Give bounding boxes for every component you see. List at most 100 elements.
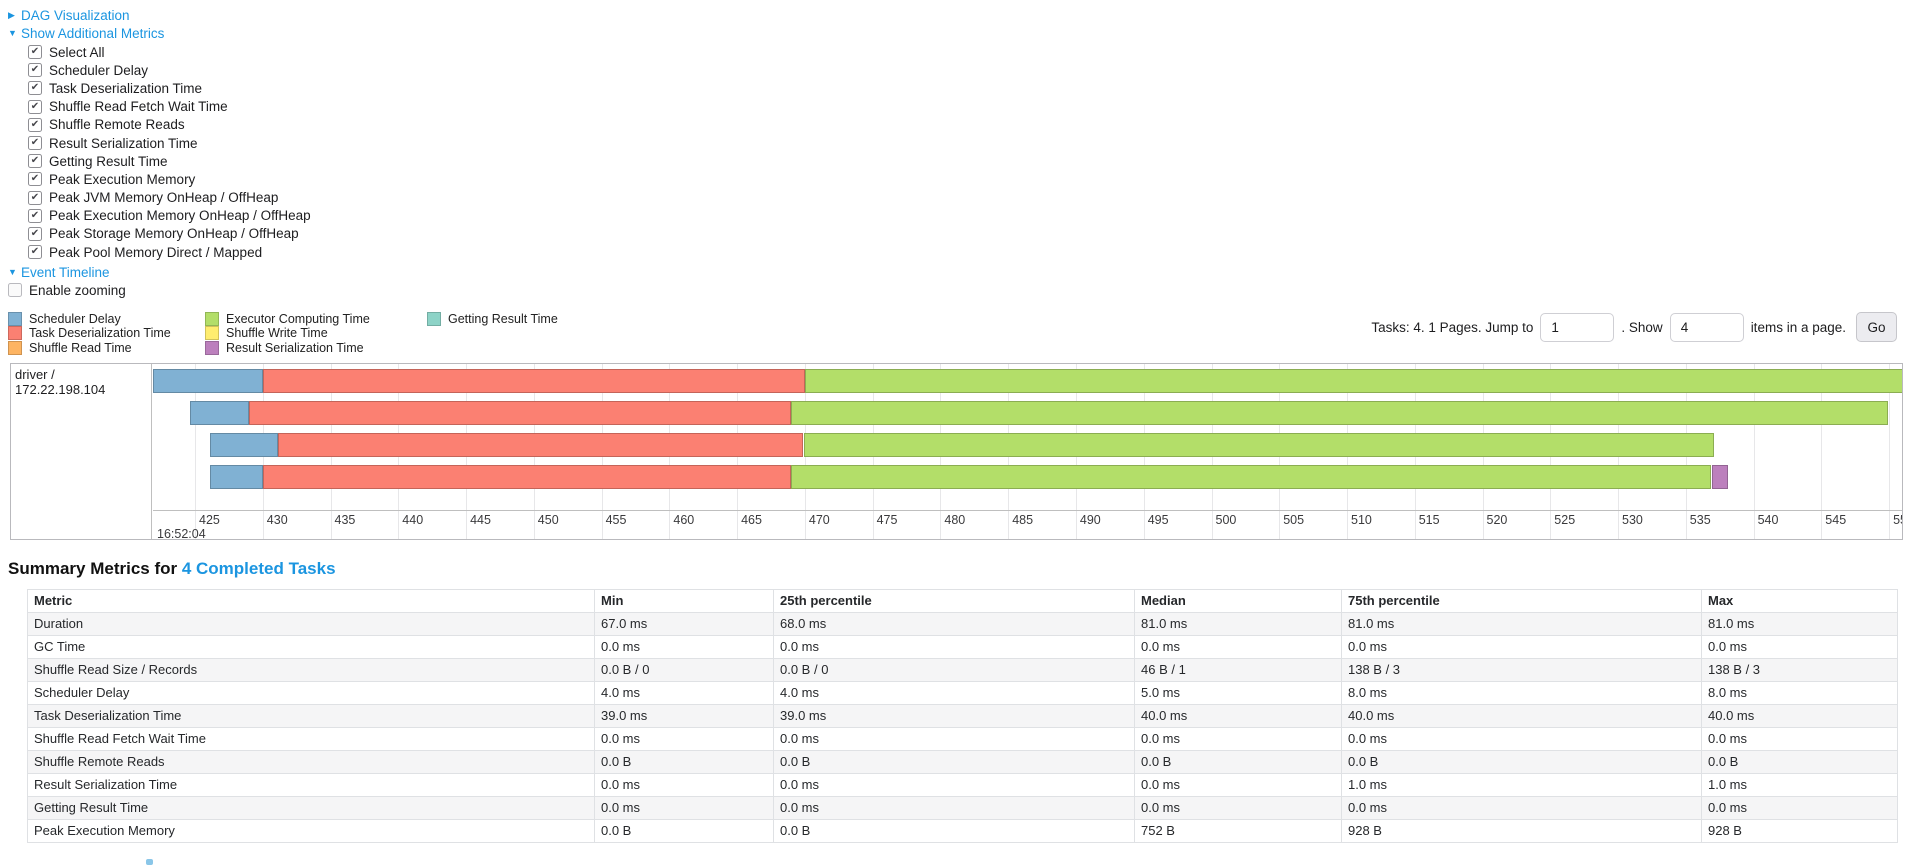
metric-checkbox[interactable] bbox=[28, 190, 42, 205]
metric-checkbox-row[interactable]: Peak Execution Memory bbox=[28, 170, 1907, 188]
task-bar-segment-task_deserialization[interactable] bbox=[277, 432, 804, 457]
axis-tick-label: 515 bbox=[1418, 512, 1440, 527]
metric-value-cell: 68.0 ms bbox=[773, 611, 1135, 636]
metric-checkbox-row[interactable]: Scheduler Delay bbox=[28, 61, 1907, 79]
metric-value-cell: 40.0 ms bbox=[1134, 703, 1342, 728]
legend-column: Getting Result Time bbox=[427, 311, 558, 355]
axis-tick-label: 505 bbox=[1283, 512, 1305, 527]
axis-tick-label: 465 bbox=[741, 512, 762, 527]
axis-tick-label: 520 bbox=[1486, 512, 1508, 527]
task-bar-segment-task_deserialization[interactable] bbox=[249, 400, 792, 425]
metric-value-cell: 46 B / 1 bbox=[1134, 657, 1342, 682]
axis-tick-label: 470 bbox=[808, 512, 830, 527]
metric-checkbox-row[interactable]: Select All bbox=[28, 43, 1907, 61]
event-timeline-link[interactable]: Event Timeline bbox=[21, 264, 110, 280]
task-bar-segment-task_deserialization[interactable] bbox=[262, 464, 792, 489]
metric-checkbox[interactable] bbox=[28, 208, 42, 223]
metric-checkbox-row[interactable]: Peak Storage Memory OnHeap / OffHeap bbox=[28, 225, 1907, 243]
table-header-cell: Min bbox=[594, 588, 774, 613]
table-header-cell: Max bbox=[1701, 588, 1898, 613]
legend-label: Getting Result Time bbox=[448, 311, 558, 326]
toggle-dag-visualization[interactable]: ▶ DAG Visualization bbox=[8, 6, 1907, 24]
task-bar-segment-executor_computing[interactable] bbox=[791, 464, 1712, 489]
metric-checkbox[interactable] bbox=[28, 226, 42, 241]
table-header-cell: 25th percentile bbox=[773, 588, 1135, 613]
metric-checkbox-row[interactable]: Task Deserialization Time bbox=[28, 79, 1907, 97]
axis-tick-label: 490 bbox=[1079, 512, 1101, 527]
task-bar-segment-scheduler_delay[interactable] bbox=[153, 368, 263, 393]
chevron-down-icon: ▼ bbox=[8, 267, 17, 278]
axis-tick-label: 510 bbox=[1351, 512, 1372, 527]
metric-checkbox-label: Peak Execution Memory OnHeap / OffHeap bbox=[49, 208, 311, 224]
summary-title-prefix: Summary Metrics for bbox=[8, 558, 182, 578]
metric-name-cell: Scheduler Delay bbox=[27, 680, 595, 705]
metric-checkbox[interactable] bbox=[28, 172, 42, 187]
metric-value-cell: 0.0 B / 0 bbox=[594, 657, 774, 682]
toggle-show-additional-metrics[interactable]: ▼ Show Additional Metrics bbox=[8, 24, 1907, 42]
metric-checkbox-row[interactable]: Result Serialization Time bbox=[28, 134, 1907, 152]
metric-value-cell: 40.0 ms bbox=[1341, 703, 1702, 728]
task-bar-segment-task_deserialization[interactable] bbox=[262, 368, 805, 393]
metric-checkbox[interactable] bbox=[28, 136, 42, 151]
legend-column: Scheduler Delay Task Deserialization Time… bbox=[8, 311, 205, 355]
chevron-down-icon: ▼ bbox=[8, 28, 17, 38]
task-bar-segment-executor_computing[interactable] bbox=[791, 400, 1888, 425]
metric-checkbox-row[interactable]: Peak JVM Memory OnHeap / OffHeap bbox=[28, 189, 1907, 207]
axis-major-time-label: 16:52:04 bbox=[157, 526, 206, 539]
metric-checkbox[interactable] bbox=[28, 45, 42, 60]
dag-visualization-link[interactable]: DAG Visualization bbox=[21, 7, 130, 23]
task-bar-segment-scheduler_delay[interactable] bbox=[209, 464, 263, 489]
axis-tick-label: 550 bbox=[1893, 512, 1902, 527]
metric-checkbox-row[interactable]: Shuffle Read Fetch Wait Time bbox=[28, 98, 1907, 116]
legend-label: Task Deserialization Time bbox=[29, 326, 171, 341]
axis-tick-label: 430 bbox=[266, 512, 288, 527]
metric-checkbox-row[interactable]: Getting Result Time bbox=[28, 152, 1907, 170]
enable-zooming-row[interactable]: Enable zooming bbox=[8, 281, 1907, 299]
metric-value-cell: 928 B bbox=[1341, 818, 1702, 843]
axis-tick-label: 425 bbox=[199, 512, 220, 527]
legend-label: Shuffle Read Time bbox=[29, 340, 132, 355]
metric-checkbox-label: Task Deserialization Time bbox=[49, 80, 203, 96]
items-in-page-text: items in a page. bbox=[1750, 319, 1846, 335]
metric-checkbox[interactable] bbox=[28, 81, 42, 96]
items-per-page-input[interactable] bbox=[1669, 312, 1744, 342]
task-bar-segment-executor_computing[interactable] bbox=[804, 368, 1902, 393]
show-additional-metrics-link[interactable]: Show Additional Metrics bbox=[21, 25, 165, 41]
task-bar-segment-scheduler_delay[interactable] bbox=[209, 432, 278, 457]
metric-name-cell: Peak Execution Memory bbox=[27, 818, 595, 843]
metric-checkbox[interactable] bbox=[28, 154, 42, 169]
metric-value-cell: 0.0 ms bbox=[1134, 795, 1342, 820]
table-row: Result Serialization Time 0.0 ms 0.0 ms 0.0… bbox=[27, 772, 1898, 797]
metric-checkbox-row[interactable]: Shuffle Remote Reads bbox=[28, 116, 1907, 134]
metric-checkbox[interactable] bbox=[28, 63, 42, 78]
metric-value-cell: 0.0 ms bbox=[594, 634, 774, 659]
metric-checkbox[interactable] bbox=[28, 117, 42, 132]
go-button[interactable]: Go bbox=[1856, 312, 1897, 343]
task-bar-segment-result_serialization[interactable] bbox=[1711, 464, 1728, 489]
metric-value-cell: 0.0 ms bbox=[594, 772, 774, 797]
metric-value-cell: 752 B bbox=[1134, 818, 1342, 843]
axis-tick-label: 475 bbox=[876, 512, 898, 527]
metric-checkbox[interactable] bbox=[28, 99, 42, 114]
task-bar-segment-executor_computing[interactable] bbox=[803, 432, 1715, 457]
metric-value-cell: 0.0 B bbox=[773, 749, 1135, 774]
metric-checkbox-label: Peak Execution Memory bbox=[49, 171, 196, 187]
metric-checkbox-label: Peak Storage Memory OnHeap / OffHeap bbox=[49, 226, 299, 242]
tasks-count-text: Tasks: 4. 1 Pages. Jump to bbox=[1371, 319, 1534, 335]
enable-zooming-checkbox[interactable] bbox=[8, 283, 22, 298]
table-row: Shuffle Read Size / Records 0.0 B / 0 0.0 … bbox=[27, 657, 1898, 682]
event-timeline-chart: driver / 172.22.198.104 425 430 435 440 445 4… bbox=[10, 362, 1903, 540]
metric-checkbox[interactable] bbox=[28, 245, 42, 260]
jump-to-page-input[interactable] bbox=[1540, 312, 1615, 342]
completed-tasks-link[interactable]: 4 Completed Tasks bbox=[181, 558, 336, 578]
task-bar-segment-scheduler_delay[interactable] bbox=[189, 400, 250, 425]
scheduler_delay-swatch-icon bbox=[8, 311, 22, 326]
toggle-event-timeline[interactable]: ▼ Event Timeline bbox=[8, 263, 1907, 281]
metric-checkbox-row[interactable]: Peak Pool Memory Direct / Mapped bbox=[28, 243, 1907, 261]
metric-value-cell: 0.0 ms bbox=[1341, 726, 1702, 751]
metric-value-cell: 0.0 B bbox=[1341, 749, 1702, 774]
metric-value-cell: 138 B / 3 bbox=[1341, 657, 1702, 682]
metric-checkbox-row[interactable]: Peak Execution Memory OnHeap / OffHeap bbox=[28, 207, 1907, 225]
table-header-row: Metric Min 25th percentile Median 75th perce… bbox=[27, 588, 1898, 613]
axis-tick-label: 495 bbox=[1147, 512, 1169, 527]
